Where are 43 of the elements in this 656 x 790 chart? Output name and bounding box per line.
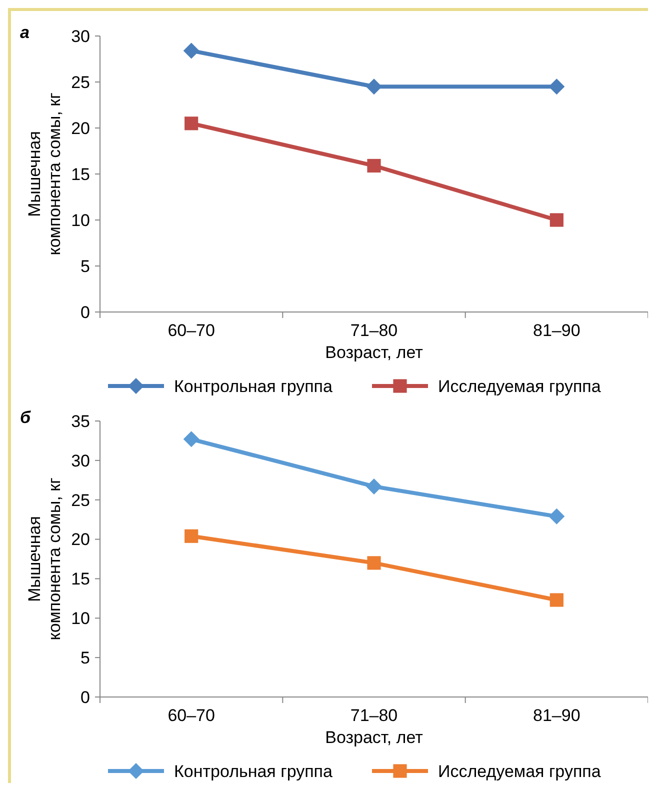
y-tick-label: 25 [71, 72, 90, 92]
legend-label: Исследуемая группа [438, 762, 602, 781]
text: б [20, 408, 31, 427]
legend-label: Исследуемая группа [438, 376, 602, 396]
x-tick-label: 81–90 [533, 706, 580, 725]
y-tick-label: 5 [80, 256, 90, 276]
point [548, 508, 565, 524]
point [367, 556, 381, 570]
y-tick-label: 15 [71, 570, 90, 589]
x-tick-label: 60–70 [168, 321, 215, 340]
point [548, 78, 565, 95]
legend-label: Контрольная группа [174, 762, 333, 781]
legend-label: Контрольная группа [174, 376, 333, 396]
point [367, 158, 381, 173]
point [366, 78, 382, 95]
x-tick-label: 71–80 [350, 706, 398, 725]
x-axis-title: Возраст, лет [325, 343, 424, 362]
point [183, 431, 200, 448]
point [184, 116, 198, 130]
y-tick-label: 20 [71, 530, 90, 550]
y-tick-label: 0 [80, 688, 90, 707]
text: а [20, 23, 30, 42]
y-axis-title: Мышечная компонента сомы, кг [25, 92, 64, 256]
y-axis-title: Мышечная компонента сомы, кг [25, 478, 64, 640]
x-tick-label: 60–70 [168, 706, 215, 725]
y-tick-label: 10 [71, 210, 90, 230]
y-tick-label: 30 [71, 451, 90, 470]
y-tick-label: 5 [80, 648, 90, 668]
y-tick-label: 0 [80, 302, 90, 322]
y-tick-label: 15 [71, 164, 90, 184]
point [550, 593, 564, 607]
y-tick-label: 35 [71, 412, 90, 431]
x-axis-title: Возраст, лет [325, 728, 424, 747]
point [183, 42, 200, 59]
point [550, 213, 564, 227]
point [366, 478, 382, 494]
point [184, 529, 198, 543]
y-tick-label: 10 [71, 609, 90, 628]
y-tick-label: 25 [71, 490, 90, 510]
y-tick-label: 20 [71, 118, 90, 138]
y-tick-label: 30 [71, 26, 90, 46]
x-tick-label: 81–90 [533, 321, 580, 340]
x-tick-label: 71–80 [350, 321, 398, 340]
